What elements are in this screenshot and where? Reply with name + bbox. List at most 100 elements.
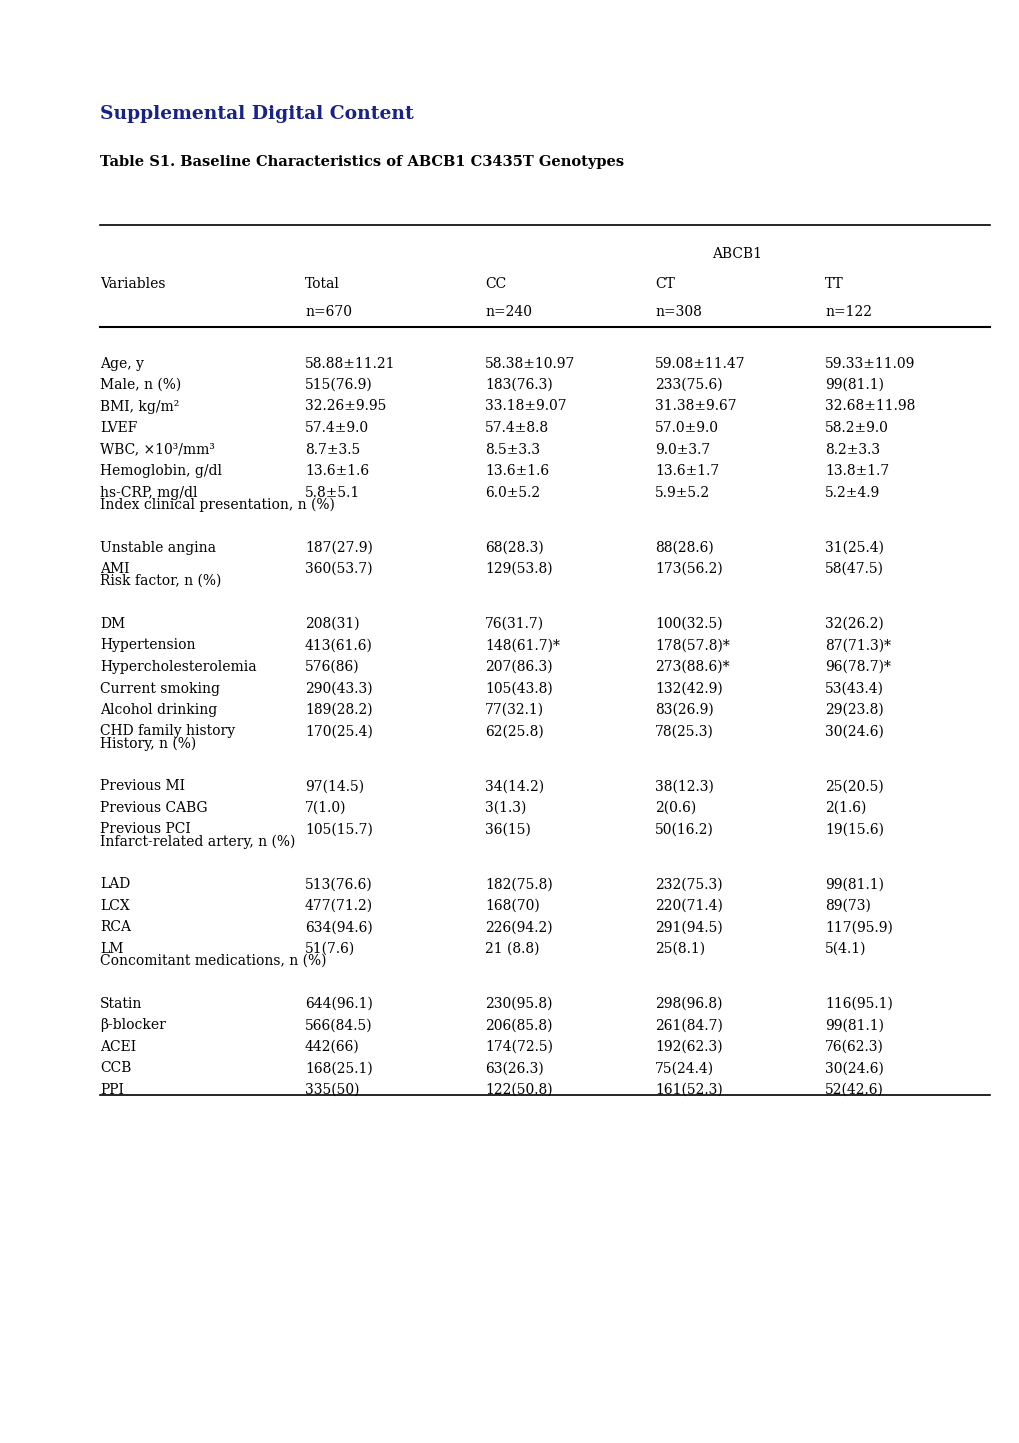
Text: Current smoking: Current smoking — [100, 681, 220, 696]
Text: 183(76.3): 183(76.3) — [484, 378, 552, 392]
Text: PPI: PPI — [100, 1084, 123, 1097]
Text: Hemoglobin, g/dl: Hemoglobin, g/dl — [100, 465, 222, 478]
Text: 99(81.1): 99(81.1) — [824, 378, 883, 392]
Text: 58.88±11.21: 58.88±11.21 — [305, 356, 395, 371]
Text: 161(52.3): 161(52.3) — [654, 1084, 722, 1097]
Text: Hypertension: Hypertension — [100, 638, 196, 652]
Text: 576(86): 576(86) — [305, 659, 360, 674]
Text: hs-CRP, mg/dl: hs-CRP, mg/dl — [100, 485, 198, 499]
Text: 83(26.9): 83(26.9) — [654, 703, 713, 717]
Text: 58(47.5): 58(47.5) — [824, 561, 883, 576]
Text: 59.33±11.09: 59.33±11.09 — [824, 356, 914, 371]
Text: 25(20.5): 25(20.5) — [824, 779, 882, 794]
Text: LAD: LAD — [100, 877, 130, 892]
Text: 59.08±11.47: 59.08±11.47 — [654, 356, 745, 371]
Text: 9.0±3.7: 9.0±3.7 — [654, 443, 709, 456]
Text: Supplemental Digital Content: Supplemental Digital Content — [100, 105, 414, 123]
Text: 189(28.2): 189(28.2) — [305, 703, 372, 717]
Text: 96(78.7)*: 96(78.7)* — [824, 659, 890, 674]
Text: 174(72.5): 174(72.5) — [484, 1040, 552, 1053]
Text: 6.0±5.2: 6.0±5.2 — [484, 485, 540, 499]
Text: LVEF: LVEF — [100, 421, 138, 434]
Text: 38(12.3): 38(12.3) — [654, 779, 713, 794]
Text: Male, n (%): Male, n (%) — [100, 378, 181, 392]
Text: 57.4±9.0: 57.4±9.0 — [305, 421, 369, 434]
Text: 513(76.6): 513(76.6) — [305, 877, 372, 892]
Text: 32(26.2): 32(26.2) — [824, 618, 882, 631]
Text: Previous PCI: Previous PCI — [100, 823, 191, 837]
Text: TT: TT — [824, 277, 843, 291]
Text: LCX: LCX — [100, 899, 129, 913]
Text: 31(25.4): 31(25.4) — [824, 541, 883, 554]
Text: 148(61.7)*: 148(61.7)* — [484, 638, 559, 652]
Text: 32.68±11.98: 32.68±11.98 — [824, 400, 914, 414]
Text: 122(50.8): 122(50.8) — [484, 1084, 552, 1097]
Text: 25(8.1): 25(8.1) — [654, 942, 704, 957]
Text: 192(62.3): 192(62.3) — [654, 1040, 721, 1053]
Text: CHD family history: CHD family history — [100, 724, 235, 739]
Text: 208(31): 208(31) — [305, 618, 360, 631]
Text: 77(32.1): 77(32.1) — [484, 703, 543, 717]
Text: 57.4±8.8: 57.4±8.8 — [484, 421, 548, 434]
Text: RCA: RCA — [100, 921, 130, 935]
Text: 273(88.6)*: 273(88.6)* — [654, 659, 729, 674]
Text: 99(81.1): 99(81.1) — [824, 1019, 883, 1033]
Text: 207(86.3): 207(86.3) — [484, 659, 552, 674]
Text: 87(71.3)*: 87(71.3)* — [824, 638, 891, 652]
Text: Table S1. Baseline Characteristics of ABCB1 C3435T Genotypes: Table S1. Baseline Characteristics of AB… — [100, 154, 624, 169]
Text: 3(1.3): 3(1.3) — [484, 801, 526, 815]
Text: 62(25.8): 62(25.8) — [484, 724, 543, 739]
Text: 32.26±9.95: 32.26±9.95 — [305, 400, 386, 414]
Text: 7(1.0): 7(1.0) — [305, 801, 346, 815]
Text: 129(53.8): 129(53.8) — [484, 561, 552, 576]
Text: 8.7±3.5: 8.7±3.5 — [305, 443, 360, 456]
Text: WBC, ×10³/mm³: WBC, ×10³/mm³ — [100, 443, 215, 456]
Text: 13.6±1.7: 13.6±1.7 — [654, 465, 718, 478]
Text: BMI, kg/m²: BMI, kg/m² — [100, 400, 179, 414]
Text: 291(94.5): 291(94.5) — [654, 921, 722, 935]
Text: 182(75.8): 182(75.8) — [484, 877, 552, 892]
Text: ABCB1: ABCB1 — [712, 247, 762, 261]
Text: 5.2±4.9: 5.2±4.9 — [824, 485, 879, 499]
Text: 31.38±9.67: 31.38±9.67 — [654, 400, 736, 414]
Text: History, n (%): History, n (%) — [100, 736, 196, 750]
Text: 566(84.5): 566(84.5) — [305, 1019, 372, 1033]
Text: 50(16.2): 50(16.2) — [654, 823, 713, 837]
Text: 2(0.6): 2(0.6) — [654, 801, 696, 815]
Text: 220(71.4): 220(71.4) — [654, 899, 722, 913]
Text: 53(43.4): 53(43.4) — [824, 681, 883, 696]
Text: 226(94.2): 226(94.2) — [484, 921, 552, 935]
Text: 34(14.2): 34(14.2) — [484, 779, 543, 794]
Text: 173(56.2): 173(56.2) — [654, 561, 722, 576]
Text: Statin: Statin — [100, 997, 143, 1012]
Text: 8.5±3.3: 8.5±3.3 — [484, 443, 540, 456]
Text: 515(76.9): 515(76.9) — [305, 378, 372, 392]
Text: 89(73): 89(73) — [824, 899, 870, 913]
Text: 2(1.6): 2(1.6) — [824, 801, 865, 815]
Text: 5(4.1): 5(4.1) — [824, 942, 866, 957]
Text: Unstable angina: Unstable angina — [100, 541, 216, 554]
Text: 644(96.1): 644(96.1) — [305, 997, 373, 1012]
Text: 178(57.8)*: 178(57.8)* — [654, 638, 729, 652]
Text: 105(43.8): 105(43.8) — [484, 681, 552, 696]
Text: CC: CC — [484, 277, 505, 291]
Text: 233(75.6): 233(75.6) — [654, 378, 721, 392]
Text: Variables: Variables — [100, 277, 165, 291]
Text: 168(25.1): 168(25.1) — [305, 1062, 372, 1075]
Text: 99(81.1): 99(81.1) — [824, 877, 883, 892]
Text: 187(27.9): 187(27.9) — [305, 541, 373, 554]
Text: Previous MI: Previous MI — [100, 779, 184, 794]
Text: 230(95.8): 230(95.8) — [484, 997, 552, 1012]
Text: 132(42.9): 132(42.9) — [654, 681, 722, 696]
Text: 76(62.3): 76(62.3) — [824, 1040, 883, 1053]
Text: 76(31.7): 76(31.7) — [484, 618, 543, 631]
Text: Index clinical presentation, n (%): Index clinical presentation, n (%) — [100, 498, 334, 512]
Text: 97(14.5): 97(14.5) — [305, 779, 364, 794]
Text: 5.9±5.2: 5.9±5.2 — [654, 485, 709, 499]
Text: 33.18±9.07: 33.18±9.07 — [484, 400, 567, 414]
Text: 100(32.5): 100(32.5) — [654, 618, 721, 631]
Text: Hypercholesterolemia: Hypercholesterolemia — [100, 659, 257, 674]
Text: 168(70): 168(70) — [484, 899, 539, 913]
Text: 5.8±5.1: 5.8±5.1 — [305, 485, 360, 499]
Text: 52(42.6): 52(42.6) — [824, 1084, 883, 1097]
